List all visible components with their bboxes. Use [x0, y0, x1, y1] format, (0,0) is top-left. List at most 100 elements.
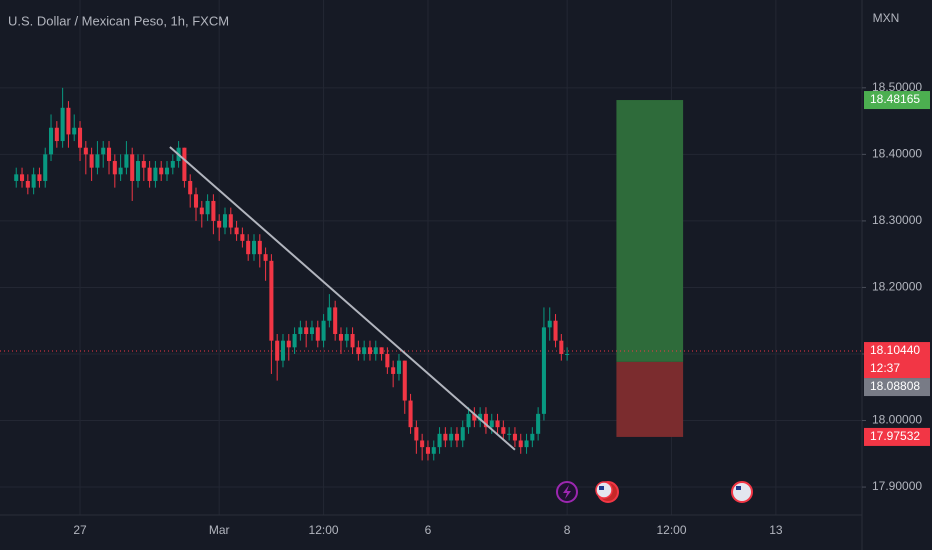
event-icons [556, 481, 753, 503]
candle-body [49, 127, 54, 155]
target-price-label: 18.48165 [870, 92, 920, 106]
candle-body [275, 340, 280, 361]
candle-body [234, 227, 239, 235]
x-tick-label: 27 [73, 523, 87, 537]
candle-body [483, 413, 488, 428]
candle-body [333, 307, 338, 335]
candle-body [72, 127, 77, 135]
candle-body [135, 161, 141, 181]
candle-body [385, 353, 390, 368]
event-icon[interactable] [731, 481, 753, 503]
candle-body [118, 167, 123, 175]
candle-body [425, 447, 430, 454]
candle-body [37, 174, 42, 181]
candle-body [391, 367, 396, 374]
candle-body [147, 167, 152, 181]
candle-body [518, 440, 523, 448]
candle-body [443, 433, 448, 441]
candle-body [240, 234, 245, 241]
candle-body [95, 154, 100, 168]
candle-body [338, 334, 344, 341]
y-tick-label: 17.90000 [872, 479, 922, 493]
candle-body [14, 174, 19, 181]
candle-body [466, 413, 471, 428]
candle-body [472, 413, 477, 421]
candle-body [362, 347, 367, 354]
candle-body [501, 427, 506, 434]
candle-body [83, 147, 88, 155]
y-tick-label: 18.00000 [872, 413, 922, 427]
candle-body [263, 254, 268, 261]
candle-body [559, 340, 564, 354]
candle-body [298, 327, 303, 335]
candle-body [524, 440, 529, 448]
candle-body [489, 420, 494, 428]
candle-body [321, 320, 326, 341]
countdown-label: 12:37 [870, 361, 900, 375]
x-tick-label: Mar [209, 523, 230, 537]
candle-body [106, 147, 112, 162]
candle-body [141, 161, 146, 168]
candle-body [507, 433, 512, 435]
candle-body [396, 360, 401, 374]
candle-body [495, 420, 500, 428]
candle-body [530, 433, 535, 441]
candle-body [269, 260, 274, 341]
candle-body [43, 154, 48, 181]
candle-body [420, 440, 425, 448]
candle-body [170, 161, 175, 168]
target-price-box [864, 91, 930, 110]
entry-price-label: 18.08808 [870, 379, 920, 393]
candle-body [512, 433, 517, 441]
event-icon-glyph [563, 485, 571, 499]
stop-price-box [864, 427, 930, 446]
candle-body [437, 433, 442, 448]
candle-body [356, 347, 361, 354]
candle-body [304, 327, 309, 335]
x-tick-label: 6 [425, 523, 432, 537]
candle-body [211, 200, 216, 221]
candle-body [565, 353, 570, 355]
candle-body [367, 347, 372, 354]
candle-body [77, 127, 83, 148]
candle-body [460, 427, 465, 441]
y-tick-label: 18.40000 [872, 147, 922, 161]
candle-body [454, 433, 459, 441]
y-tick-label: 18.20000 [872, 280, 922, 294]
candle-body [112, 161, 117, 175]
candle-body [379, 347, 384, 354]
currency-label: MXN [873, 11, 900, 25]
candle-body [408, 400, 413, 428]
candle-body [159, 167, 164, 175]
entry-price-box [864, 378, 930, 397]
candle-body [153, 167, 158, 181]
candle-body [536, 413, 541, 434]
candle-body [402, 360, 407, 401]
candle-body [478, 413, 483, 421]
x-tick-label: 13 [769, 523, 783, 537]
trendline [169, 146, 516, 451]
stop-price-label: 17.97532 [870, 429, 920, 443]
flag-canton [736, 486, 741, 490]
candle-body [449, 433, 454, 441]
candle-body [251, 240, 257, 255]
last-price-label: 18.10440 [870, 343, 920, 357]
candle-body [101, 147, 106, 155]
candle-body [228, 214, 233, 228]
candle-body [280, 340, 286, 361]
candle-body [431, 447, 436, 454]
candle-body [344, 334, 349, 341]
candle-body [31, 174, 36, 188]
y-tick-label: 18.30000 [872, 213, 922, 227]
candle-body [20, 174, 25, 181]
x-tick-label: 12:00 [309, 523, 339, 537]
candle-body [182, 147, 187, 181]
candle-body [246, 240, 251, 255]
candle-body [553, 320, 558, 341]
candle-body [414, 427, 419, 441]
plot [0, 87, 862, 461]
candle-body [286, 340, 291, 348]
candle-body [199, 207, 204, 215]
candle-body [188, 180, 193, 195]
candle-body [309, 327, 315, 335]
